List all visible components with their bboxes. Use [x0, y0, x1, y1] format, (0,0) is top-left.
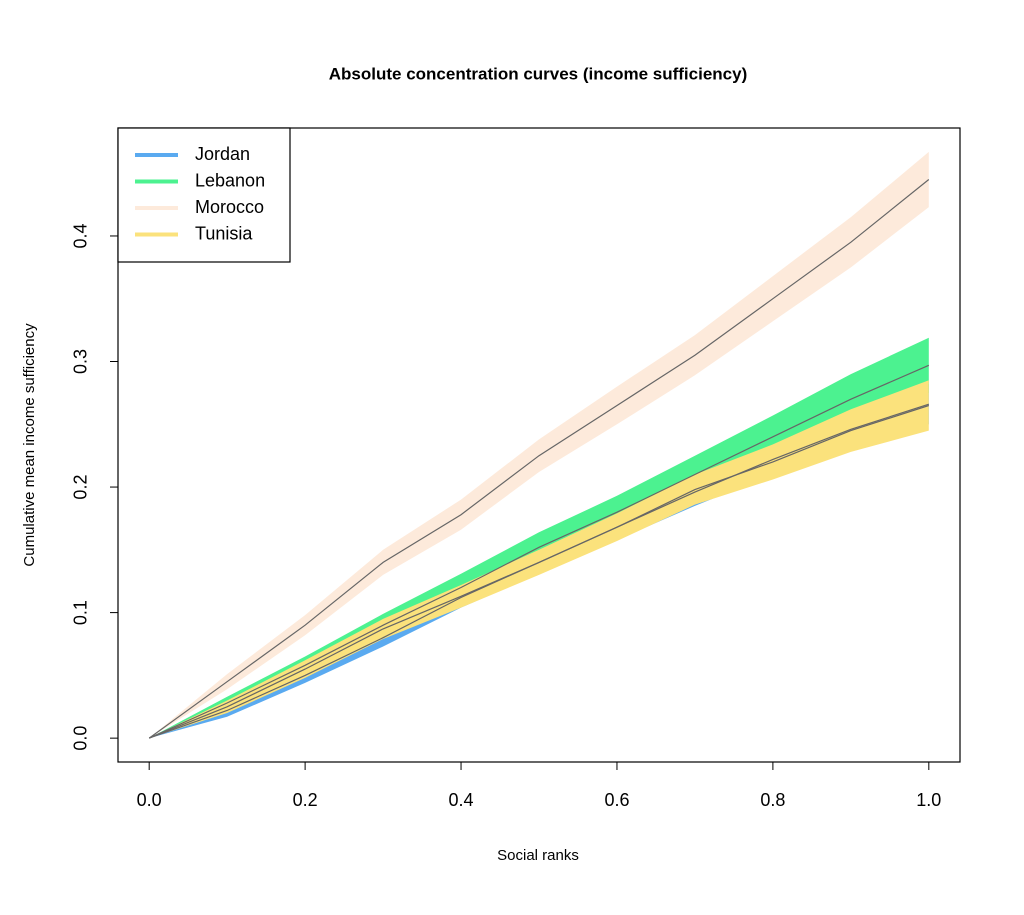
confidence-band: [149, 151, 929, 739]
legend-box: [117, 127, 291, 263]
x-tick-label: 1.0: [916, 790, 941, 810]
x-tick-label: 0.6: [604, 790, 629, 810]
y-tick-label: 0.3: [71, 349, 91, 374]
legend-label: Lebanon: [195, 170, 265, 190]
curve: [148, 179, 930, 739]
y-tick-label: 0.0: [71, 726, 91, 751]
x-tick-label: 0.2: [293, 790, 318, 810]
chart-title: Absolute concentration curves (income su…: [329, 64, 747, 83]
x-tick-label: 0.4: [449, 790, 474, 810]
y-axis-label: Cumulative mean income sufficiency: [21, 323, 38, 567]
confidence-band: [149, 337, 929, 739]
legend-label: Jordan: [195, 144, 250, 164]
y-tick-label: 0.1: [71, 600, 91, 625]
y-tick-label: 0.2: [71, 475, 91, 500]
curve: [148, 364, 930, 739]
x-tick-label: 0.0: [137, 790, 162, 810]
legend-label: Morocco: [195, 197, 264, 217]
y-tick-label: 0.4: [71, 223, 91, 248]
legend-label: Tunisia: [195, 223, 253, 243]
curve: [148, 404, 929, 739]
x-axis-label: Social ranks: [497, 847, 579, 864]
x-tick-label: 0.8: [760, 790, 785, 810]
